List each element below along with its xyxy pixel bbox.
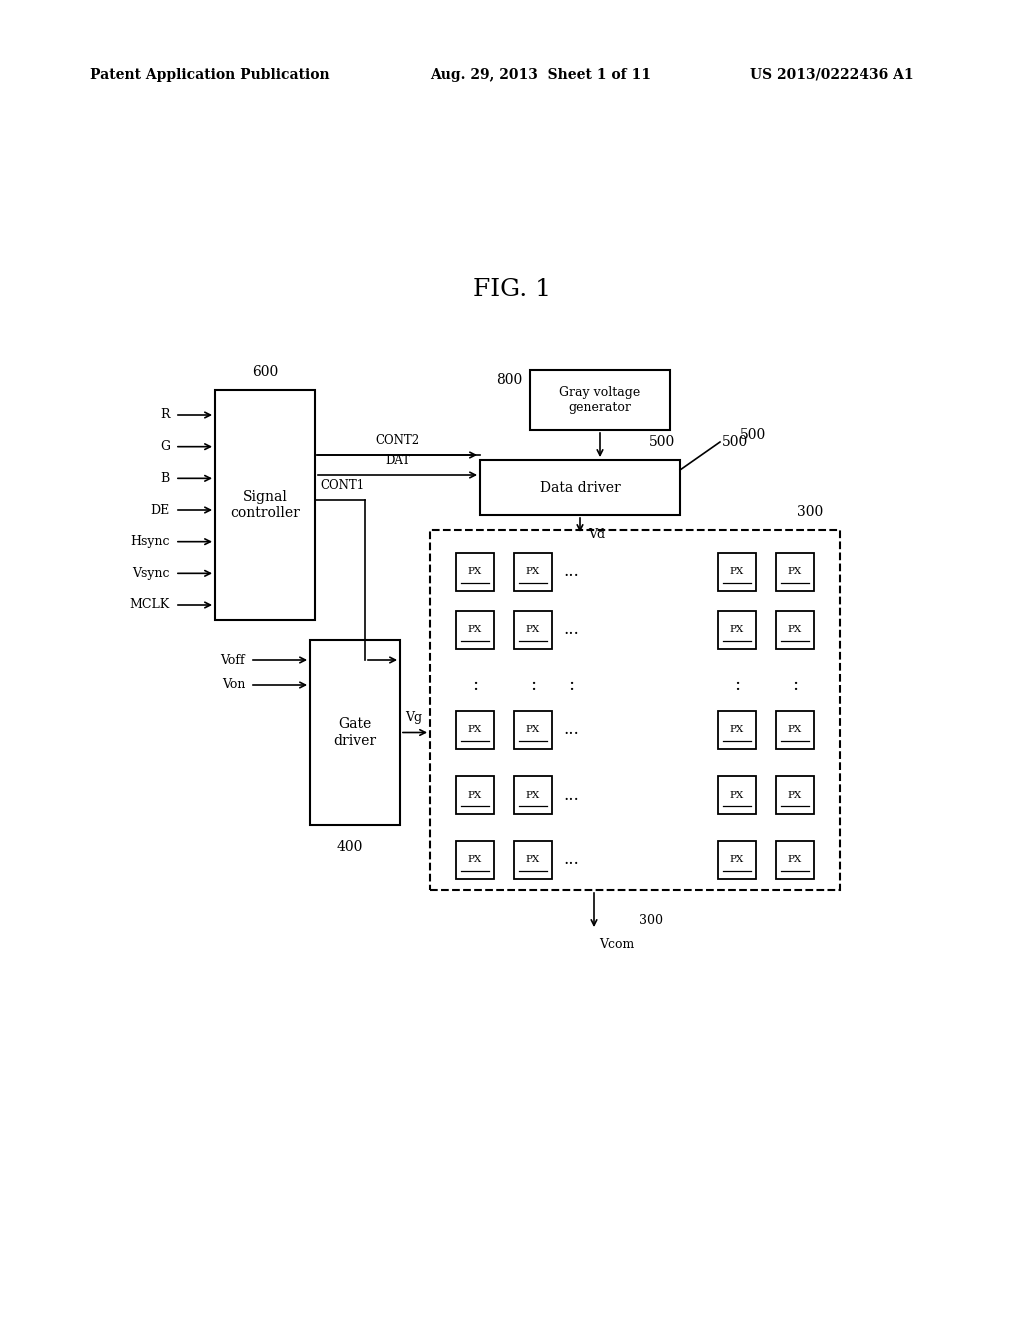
Text: 500: 500 <box>722 436 749 449</box>
Bar <box>456 776 494 814</box>
Text: :: : <box>530 676 536 694</box>
Bar <box>514 553 552 591</box>
Text: PX: PX <box>526 791 540 800</box>
Text: Gate
driver: Gate driver <box>334 717 377 747</box>
Text: Aug. 29, 2013  Sheet 1 of 11: Aug. 29, 2013 Sheet 1 of 11 <box>430 69 651 82</box>
Bar <box>514 776 552 814</box>
Text: Von: Von <box>221 678 245 692</box>
Bar <box>776 611 814 649</box>
Text: 500: 500 <box>740 428 766 442</box>
Text: ...: ... <box>563 787 579 804</box>
Text: FIG. 1: FIG. 1 <box>473 279 551 301</box>
Text: Signal
controller: Signal controller <box>230 490 300 520</box>
Text: PX: PX <box>730 855 744 865</box>
Text: MCLK: MCLK <box>130 598 170 611</box>
Text: PX: PX <box>787 791 802 800</box>
Text: PX: PX <box>787 568 802 577</box>
Text: Vg: Vg <box>406 711 422 725</box>
Text: ...: ... <box>563 722 579 738</box>
Text: :: : <box>734 676 740 694</box>
Text: 300: 300 <box>639 913 663 927</box>
Text: Vd: Vd <box>588 528 605 541</box>
Text: 300: 300 <box>797 506 823 519</box>
Text: Vcom: Vcom <box>599 939 634 952</box>
Text: 800: 800 <box>496 374 522 387</box>
Bar <box>514 611 552 649</box>
Text: ...: ... <box>563 622 579 639</box>
Text: ...: ... <box>563 851 579 869</box>
Bar <box>514 841 552 879</box>
Text: Gray voltage
generator: Gray voltage generator <box>559 385 641 414</box>
Bar <box>776 841 814 879</box>
Text: Patent Application Publication: Patent Application Publication <box>90 69 330 82</box>
Text: CONT2: CONT2 <box>376 434 420 447</box>
Bar <box>310 640 400 825</box>
Text: PX: PX <box>468 791 482 800</box>
Text: PX: PX <box>526 726 540 734</box>
Text: PX: PX <box>730 626 744 635</box>
Bar <box>456 553 494 591</box>
Bar <box>718 776 756 814</box>
Bar <box>776 711 814 748</box>
Text: :: : <box>792 676 798 694</box>
Text: PX: PX <box>730 726 744 734</box>
Bar <box>718 841 756 879</box>
Text: 400: 400 <box>337 840 364 854</box>
Text: PX: PX <box>787 726 802 734</box>
Text: PX: PX <box>730 791 744 800</box>
Text: PX: PX <box>468 726 482 734</box>
Text: PX: PX <box>787 855 802 865</box>
Bar <box>215 389 315 620</box>
Text: R: R <box>161 408 170 421</box>
Text: :: : <box>472 676 478 694</box>
Text: B: B <box>161 471 170 484</box>
Text: PX: PX <box>468 568 482 577</box>
Bar <box>456 711 494 748</box>
Bar <box>456 611 494 649</box>
Text: PX: PX <box>526 855 540 865</box>
Text: PX: PX <box>730 568 744 577</box>
Bar <box>430 531 840 890</box>
Bar <box>718 711 756 748</box>
Text: Hsync: Hsync <box>130 535 170 548</box>
Text: 500: 500 <box>649 436 675 449</box>
Bar <box>718 553 756 591</box>
Bar <box>456 841 494 879</box>
Text: 600: 600 <box>252 366 279 379</box>
Text: ...: ... <box>563 564 579 581</box>
Text: Voff: Voff <box>220 653 245 667</box>
Bar <box>776 776 814 814</box>
Text: PX: PX <box>787 626 802 635</box>
Bar <box>776 553 814 591</box>
Text: PX: PX <box>468 855 482 865</box>
Text: :: : <box>568 676 574 694</box>
Text: PX: PX <box>468 626 482 635</box>
Text: DAT: DAT <box>385 454 410 467</box>
Bar <box>718 611 756 649</box>
Text: PX: PX <box>526 626 540 635</box>
Bar <box>514 711 552 748</box>
Text: Vsync: Vsync <box>132 566 170 579</box>
Text: PX: PX <box>526 568 540 577</box>
Text: CONT1: CONT1 <box>319 479 365 492</box>
Text: DE: DE <box>151 503 170 516</box>
Bar <box>480 459 680 515</box>
Text: Data driver: Data driver <box>540 480 621 495</box>
Text: US 2013/0222436 A1: US 2013/0222436 A1 <box>750 69 913 82</box>
Bar <box>530 370 670 430</box>
Text: G: G <box>160 440 170 453</box>
